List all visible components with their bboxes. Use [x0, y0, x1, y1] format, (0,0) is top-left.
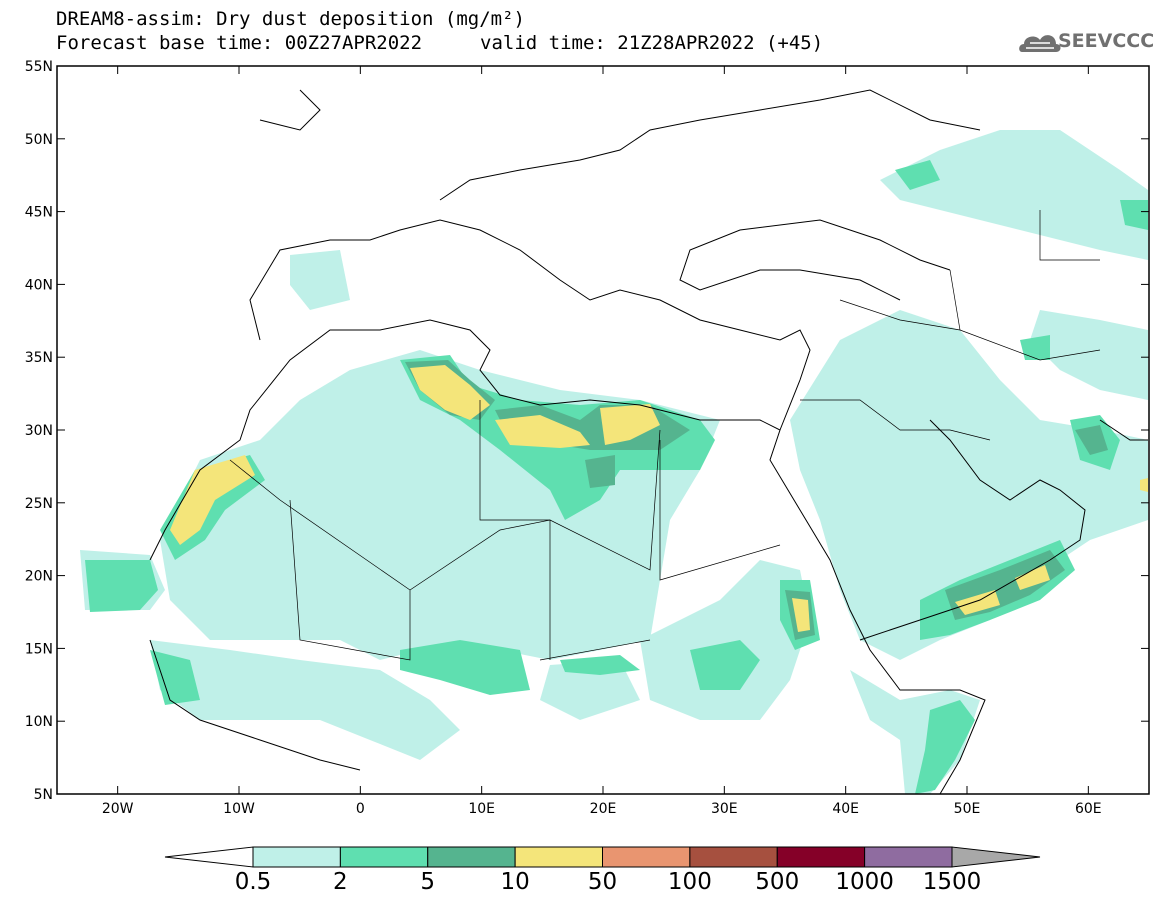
colorbar-segment	[602, 846, 691, 868]
colorbar-segment	[252, 846, 341, 868]
lat-tick-label: 25N	[25, 496, 53, 512]
colorbar-label: 100	[667, 869, 712, 895]
cloud-logo-icon	[1019, 35, 1061, 52]
lat-tick-label: 10N	[25, 714, 53, 730]
lat-tick-label: 45N	[25, 205, 53, 221]
lon-tick-label: 30E	[711, 801, 738, 817]
coastlines	[149, 89, 1148, 794]
lon-tick-label: 40E	[832, 801, 859, 817]
colorbar-segment	[427, 846, 516, 868]
colorbar-label: 5	[420, 869, 436, 895]
logo-text: SEEVCCC	[1058, 30, 1155, 52]
lon-tick-label: 20E	[590, 801, 617, 817]
colorbar-label: 1000	[835, 869, 894, 895]
valid-time: valid time: 21Z28APR2022 (+45)	[480, 32, 824, 54]
colorbar-label: 10	[500, 869, 530, 895]
lat-tick-label: 30N	[25, 423, 53, 439]
lat-tick-label: 35N	[25, 350, 53, 366]
colorbar-segment	[689, 846, 778, 868]
country-borders	[229, 210, 1101, 661]
dust-level-10	[170, 365, 1148, 632]
colorbar-segment	[776, 846, 866, 868]
colorbar	[164, 846, 1041, 868]
lat-tick-label: 15N	[25, 641, 53, 657]
lon-tick-label: 0	[356, 801, 365, 817]
lon-tick-label: 10E	[468, 801, 495, 817]
lat-tick-label: 55N	[25, 59, 53, 75]
lat-ticks: 5N 10N 15N 20N 25N 30N 35N 40N 45N 50N 55N	[25, 59, 1149, 803]
colorbar-label: 0.5	[234, 869, 272, 895]
colorbar-label: 500	[755, 869, 800, 895]
forecast-base-time: Forecast base time: 00Z27APR2022	[56, 32, 423, 54]
map-title: DREAM8-assim: Dry dust deposition (mg/m²…	[56, 8, 525, 30]
colorbar-segment	[339, 846, 429, 868]
colorbar-segment	[864, 846, 953, 868]
colorbar-label: 1500	[922, 869, 982, 895]
colorbar-segment	[951, 846, 1041, 868]
colorbar-label: 2	[333, 869, 348, 895]
colorbar-segment	[164, 846, 254, 868]
colorbar-segment	[514, 846, 603, 868]
lon-tick-label: 50E	[954, 801, 981, 817]
lon-tick-label: 60E	[1075, 801, 1102, 817]
colorbar-label: 50	[587, 869, 618, 895]
lon-tick-label: 10W	[223, 801, 255, 817]
lat-tick-label: 50N	[25, 132, 53, 148]
lat-tick-label: 20N	[25, 569, 53, 585]
lat-tick-label: 40N	[25, 277, 53, 293]
lon-tick-label: 20W	[102, 801, 134, 817]
lat-tick-label: 5N	[34, 787, 53, 803]
lon-ticks: 20W 10W 0 10E 20E 30E 40E 50E 60E	[102, 66, 1102, 817]
